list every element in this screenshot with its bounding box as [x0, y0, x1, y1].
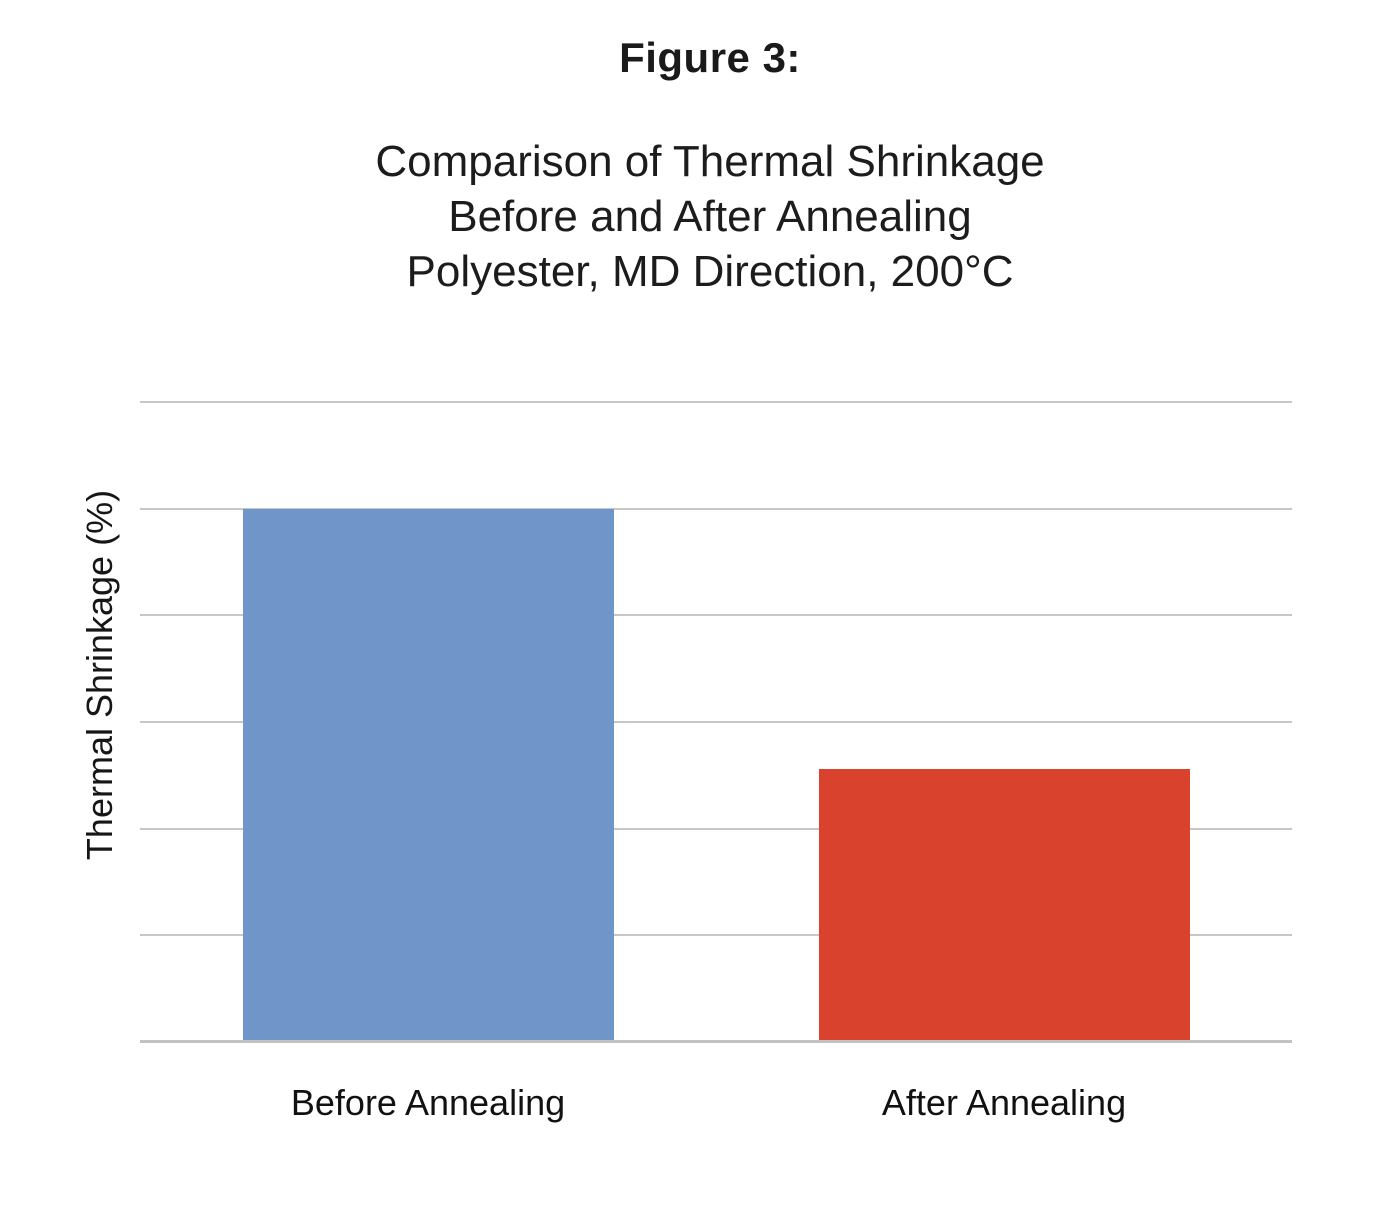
- gridline: [140, 507, 1292, 510]
- x-axis-line: [140, 1040, 1292, 1043]
- gridline: [140, 401, 1292, 403]
- bar-after-annealing: [818, 768, 1190, 1042]
- figure-label: Figure 3:: [619, 34, 801, 81]
- gridline: [140, 827, 1292, 830]
- x-axis-labels: Before Annealing After Annealing: [140, 1042, 1292, 1124]
- bar-slot-after-annealing: [716, 402, 1292, 1042]
- x-label-after-annealing: After Annealing: [881, 1082, 1127, 1123]
- chart-title-line-1: Comparison of Thermal Shrinkage: [375, 137, 1045, 186]
- bar-series: [140, 402, 1292, 1042]
- gridline: [140, 934, 1292, 937]
- chart-title-line-3: Polyester, MD Direction, 200°C: [406, 247, 1014, 296]
- gridline: [140, 721, 1292, 723]
- figure-header: Figure 3: Comparison of Thermal Shrinkag…: [30, 0, 1390, 299]
- chart-title: Comparison of Thermal Shrinkage Before a…: [30, 134, 1390, 299]
- x-label-before-annealing: Before Annealing: [290, 1082, 566, 1123]
- chart-title-line-2: Before and After Annealing: [448, 192, 972, 241]
- gridline: [140, 614, 1292, 617]
- y-axis-label: Thermal Shrinkage (%): [79, 489, 120, 861]
- bar-slot-before-annealing: [140, 402, 716, 1042]
- bar-before-annealing: [242, 508, 614, 1042]
- plot-area: [140, 401, 1292, 1043]
